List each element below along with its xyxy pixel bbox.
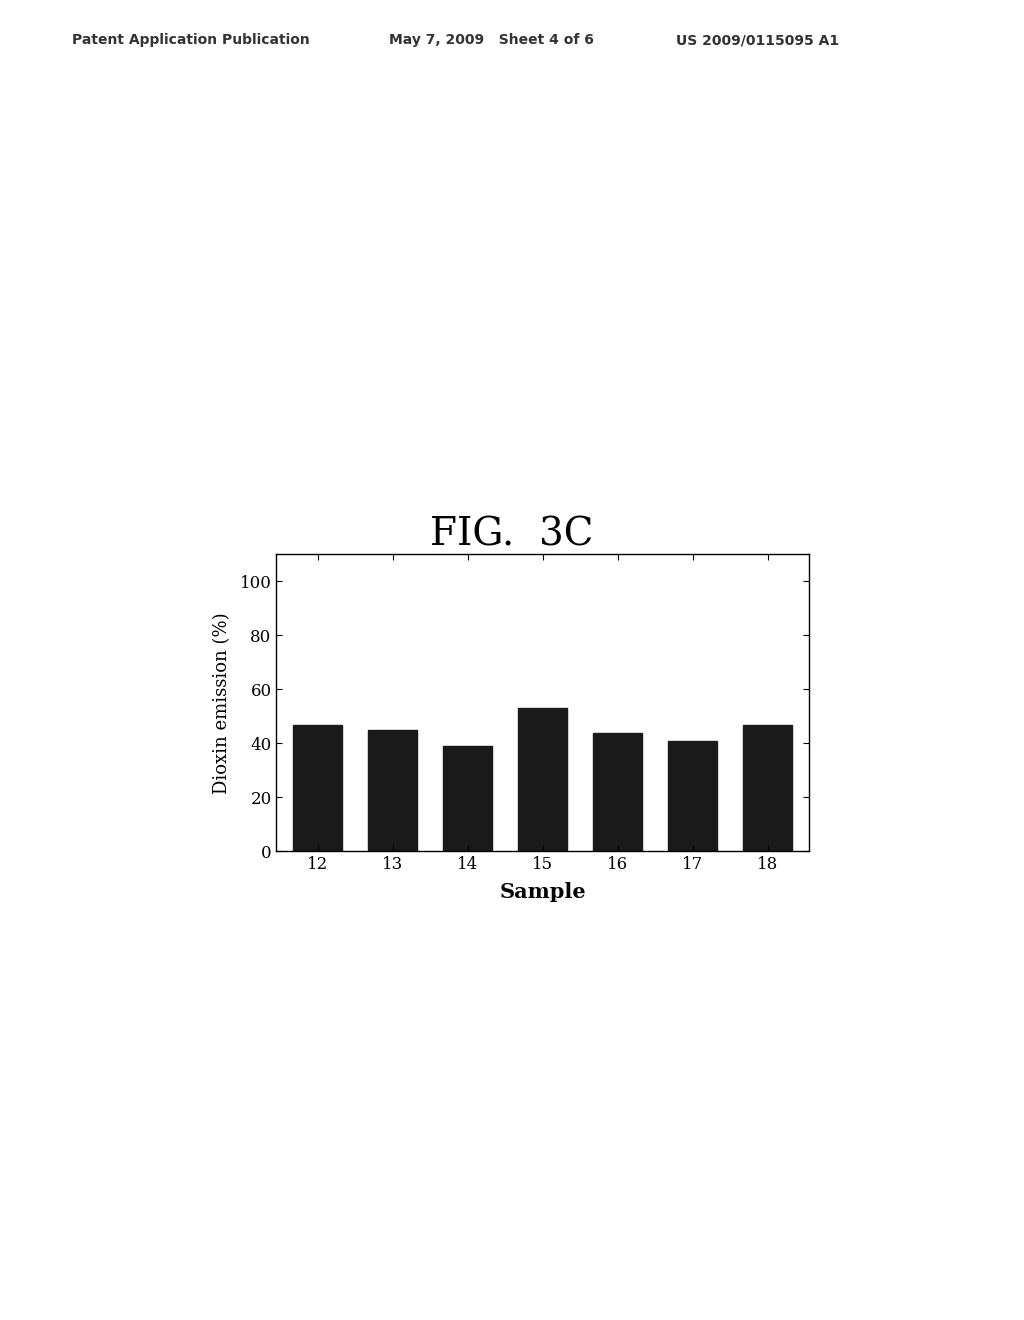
Bar bbox=[293, 725, 342, 851]
Bar bbox=[369, 730, 417, 851]
Bar bbox=[593, 733, 642, 851]
Bar bbox=[743, 725, 793, 851]
Text: US 2009/0115095 A1: US 2009/0115095 A1 bbox=[676, 33, 839, 48]
Y-axis label: Dioxin emission (%): Dioxin emission (%) bbox=[213, 612, 231, 793]
X-axis label: Sample: Sample bbox=[500, 882, 586, 902]
Text: Patent Application Publication: Patent Application Publication bbox=[72, 33, 309, 48]
Bar bbox=[518, 709, 567, 851]
Bar bbox=[669, 741, 717, 851]
Bar bbox=[443, 746, 493, 851]
Text: FIG.  3C: FIG. 3C bbox=[430, 516, 594, 553]
Text: May 7, 2009   Sheet 4 of 6: May 7, 2009 Sheet 4 of 6 bbox=[389, 33, 594, 48]
